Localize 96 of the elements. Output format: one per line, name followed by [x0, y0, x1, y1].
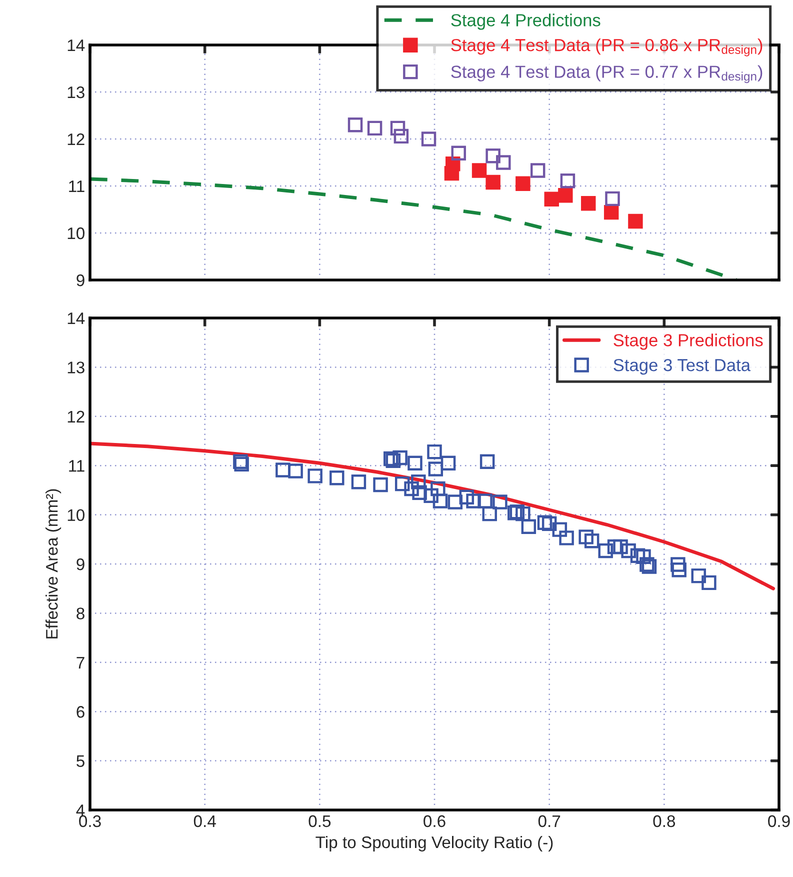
legend-label: Stage 3 Predictions [614, 334, 763, 350]
y-tick-label: 13 [68, 362, 84, 374]
y-tick-label: 9 [76, 558, 84, 570]
point [578, 530, 594, 544]
x-axis-title: Tip to Spouting Velocity Ratio (-) [316, 836, 553, 852]
point [427, 444, 442, 460]
point [521, 519, 536, 534]
x-tick-label: 0.3 [79, 815, 101, 828]
x-tick-label: 0.5 [308, 815, 331, 828]
legend-label: Stage 4 Predictions [451, 14, 600, 30]
point [542, 516, 557, 532]
point [605, 191, 620, 206]
point [466, 494, 481, 508]
point [630, 548, 646, 563]
point [373, 477, 388, 492]
point [428, 462, 444, 476]
point [613, 539, 628, 554]
line-series [90, 442, 775, 590]
point [559, 530, 574, 546]
point [480, 454, 495, 470]
point [394, 476, 410, 492]
x-tick-label: 0.8 [653, 815, 676, 828]
point [607, 539, 622, 554]
point [444, 166, 460, 181]
point [411, 474, 426, 490]
point [432, 494, 448, 508]
point [558, 188, 573, 203]
point [348, 118, 363, 132]
y-tick-label: 12 [68, 410, 84, 422]
y-tick-label: 10 [68, 509, 84, 522]
point [408, 456, 422, 470]
point [581, 196, 596, 211]
x-tick-label: 0.6 [424, 815, 446, 828]
y-axis-title: Effective Area (mm²) [46, 489, 62, 638]
y-tick-label: 11 [69, 460, 84, 472]
y-tick-label: 11 [69, 180, 84, 192]
legend-label: Stage 3 Test Data [614, 358, 751, 375]
x-tick-label: 0.9 [768, 815, 790, 828]
point [367, 120, 382, 136]
point [440, 456, 456, 470]
point [448, 494, 463, 510]
point [604, 204, 619, 220]
point [390, 120, 406, 136]
point [412, 485, 427, 500]
point [516, 176, 530, 192]
point [472, 163, 487, 178]
point [492, 494, 508, 510]
point [392, 450, 408, 466]
point [404, 481, 419, 496]
point [451, 146, 466, 160]
point [544, 192, 559, 207]
y-tick-label: 8 [76, 608, 84, 620]
point [702, 575, 716, 590]
point [421, 132, 436, 146]
point [584, 534, 600, 548]
point [621, 543, 636, 558]
y-tick-label: 14 [68, 312, 85, 324]
point [459, 490, 474, 504]
point [552, 522, 568, 537]
y-tick-label: 10 [68, 227, 84, 240]
point [351, 474, 366, 490]
point [486, 148, 500, 164]
y-tick-label: 5 [76, 755, 84, 768]
point [672, 562, 686, 578]
text: Stage 4 Test Data (PR = 0.86 x PR$_{design}$) [451, 38, 762, 56]
point [330, 470, 344, 486]
legend-label: Stage 4 Test Data (PR = 0.77 x PR$_{design}$) [451, 65, 762, 84]
x-tick-label: 0.4 [194, 815, 216, 828]
point [478, 494, 492, 508]
point [276, 462, 290, 478]
point [691, 568, 706, 584]
point [430, 481, 446, 496]
point [537, 515, 552, 530]
point [482, 506, 497, 522]
line-series [90, 177, 738, 280]
y-tick-label: 14 [68, 40, 85, 52]
x-tick-label: 0.7 [538, 815, 560, 828]
point [288, 464, 303, 478]
point [486, 174, 500, 190]
point [394, 128, 409, 144]
y-tick-label: 12 [68, 133, 84, 146]
point [628, 214, 643, 229]
point [496, 155, 511, 170]
point [598, 543, 613, 558]
y-tick-label: 7 [76, 656, 84, 668]
point [636, 549, 651, 564]
y-tick-label: 4 [76, 804, 85, 816]
point [424, 488, 438, 503]
y-tick-label: 6 [76, 706, 84, 718]
y-tick-label: 13 [68, 86, 84, 98]
point [670, 557, 686, 572]
point [516, 506, 530, 522]
point [530, 163, 546, 178]
point [308, 468, 322, 484]
point [560, 173, 576, 188]
y-tick-label: 9 [76, 274, 84, 286]
